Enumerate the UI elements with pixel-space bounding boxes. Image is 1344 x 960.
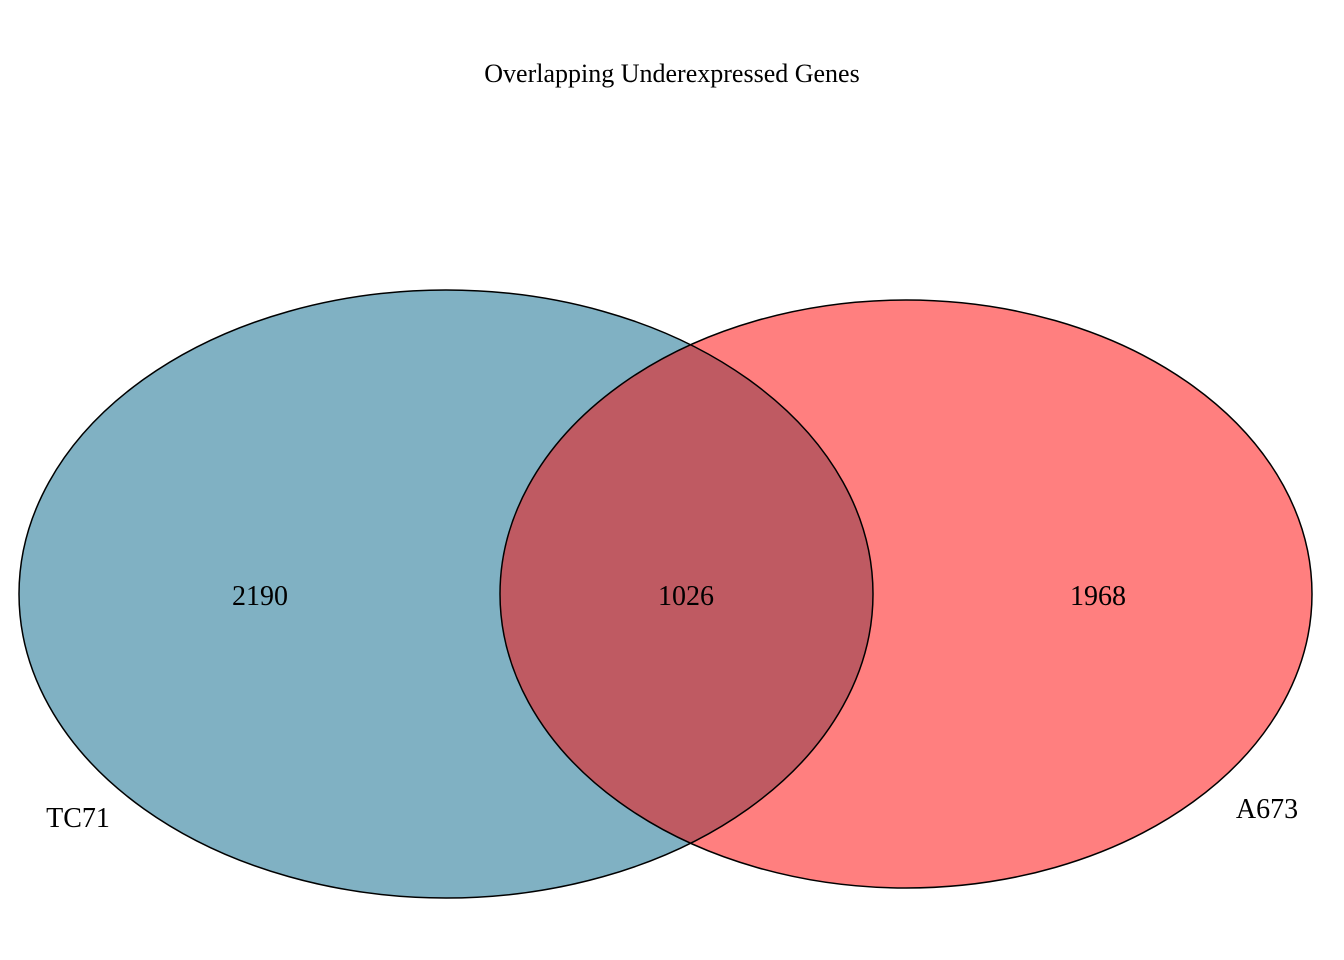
intersection-count: 1026 — [658, 581, 714, 612]
intersection-region — [500, 300, 873, 888]
set-outline-a673 — [499, 299, 1313, 889]
set-label-a673: A673 — [1236, 794, 1298, 825]
tc71-only-count: 2190 — [232, 581, 288, 612]
diagram-title: Overlapping Underexpressed Genes — [484, 59, 859, 88]
set-outline-tc71 — [18, 289, 874, 899]
a673-only-count: 1968 — [1070, 581, 1126, 612]
set-label-tc71: TC71 — [46, 803, 110, 834]
